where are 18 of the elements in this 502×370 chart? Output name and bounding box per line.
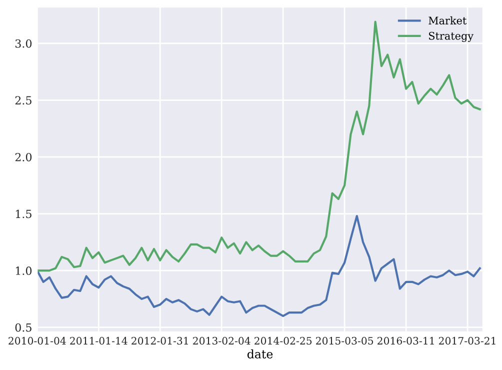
x-tick-label: 2010-01-04 (8, 336, 66, 345)
y-tick-label: 3.0 (15, 39, 32, 48)
line-series (37, 214, 481, 318)
x-tick-label: 2015-03-05 (316, 336, 374, 345)
y-tick-label: 1.5 (16, 210, 32, 218)
y-tick-label: 2.5 (15, 96, 32, 105)
y-tick-label: 1.0 (16, 266, 32, 275)
x-tick-label: 2012-01-31 (132, 336, 188, 345)
x-tick-label: 2011-01-14 (70, 336, 128, 345)
x-tick-label: 2017-03-21 (439, 336, 496, 345)
x-tick-label: 2013-02-04 (193, 336, 250, 345)
y-tick-label: 0.5 (15, 323, 32, 332)
legend-label: Market (428, 16, 467, 24)
x-tick-label: 2014-02-25 (254, 336, 312, 345)
legend-label: Strategy (429, 32, 474, 42)
x-tick-label: 2016-03-11 (378, 336, 434, 345)
x-axis-title: date (247, 349, 273, 358)
y-tick-label: 2.0 (15, 152, 32, 162)
